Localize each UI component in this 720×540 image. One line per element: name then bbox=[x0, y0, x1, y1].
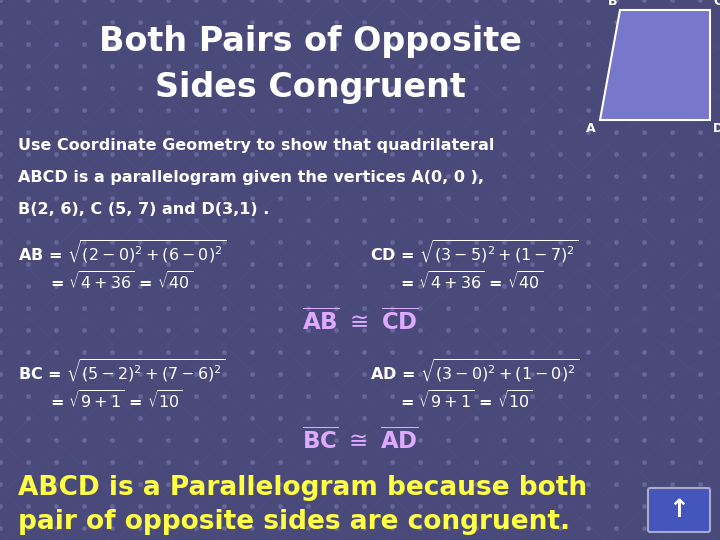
FancyBboxPatch shape bbox=[648, 488, 710, 532]
Text: B(2, 6), C (5, 7) and D(3,1) .: B(2, 6), C (5, 7) and D(3,1) . bbox=[18, 202, 269, 217]
Text: A: A bbox=[586, 122, 596, 135]
Text: Use Coordinate Geometry to show that quadrilateral: Use Coordinate Geometry to show that qua… bbox=[18, 138, 495, 153]
Text: AB = $\sqrt{(2 - 0)^2 + (6 - 0)^2}$: AB = $\sqrt{(2 - 0)^2 + (6 - 0)^2}$ bbox=[18, 239, 226, 266]
Text: Sides Congruent: Sides Congruent bbox=[155, 71, 465, 105]
Text: ABCD is a Parallelogram because both: ABCD is a Parallelogram because both bbox=[18, 475, 587, 501]
Text: pair of opposite sides are congruent.: pair of opposite sides are congruent. bbox=[18, 509, 570, 535]
Text: CD = $\sqrt{(3 - 5)^2 + (1 - 7)^2}$: CD = $\sqrt{(3 - 5)^2 + (1 - 7)^2}$ bbox=[370, 239, 578, 266]
Polygon shape bbox=[600, 10, 710, 120]
Text: ↑: ↑ bbox=[668, 498, 690, 522]
Text: Both Pairs of Opposite: Both Pairs of Opposite bbox=[99, 25, 521, 58]
Text: C: C bbox=[713, 0, 720, 8]
Text: $\overline{\mathbf{AB}}$ $\cong$ $\overline{\mathbf{CD}}$: $\overline{\mathbf{AB}}$ $\cong$ $\overl… bbox=[302, 308, 418, 335]
Text: $\overline{\mathbf{BC}}$ $\cong$ $\overline{\mathbf{AD}}$: $\overline{\mathbf{BC}}$ $\cong$ $\overl… bbox=[302, 427, 418, 454]
Text: ABCD is a parallelogram given the vertices A(0, 0 ),: ABCD is a parallelogram given the vertic… bbox=[18, 170, 484, 185]
Text: B: B bbox=[608, 0, 617, 8]
Text: BC = $\sqrt{(5 - 2)^2 + (7 - 6)^2}$: BC = $\sqrt{(5 - 2)^2 + (7 - 6)^2}$ bbox=[18, 358, 225, 385]
Text: = $\sqrt{4 + 36}$ = $\sqrt{40}$: = $\sqrt{4 + 36}$ = $\sqrt{40}$ bbox=[400, 271, 543, 293]
Text: AD = $\sqrt{(3 - 0)^2 + (1 - 0)^2}$: AD = $\sqrt{(3 - 0)^2 + (1 - 0)^2}$ bbox=[370, 358, 579, 385]
Text: = $\sqrt{9 + 1}$ = $\sqrt{10}$: = $\sqrt{9 + 1}$ = $\sqrt{10}$ bbox=[50, 390, 183, 412]
Text: D: D bbox=[713, 122, 720, 135]
Text: = $\sqrt{9 + 1}$ = $\sqrt{10}$: = $\sqrt{9 + 1}$ = $\sqrt{10}$ bbox=[400, 390, 533, 412]
Text: = $\sqrt{4 + 36}$ = $\sqrt{40}$: = $\sqrt{4 + 36}$ = $\sqrt{40}$ bbox=[50, 271, 193, 293]
